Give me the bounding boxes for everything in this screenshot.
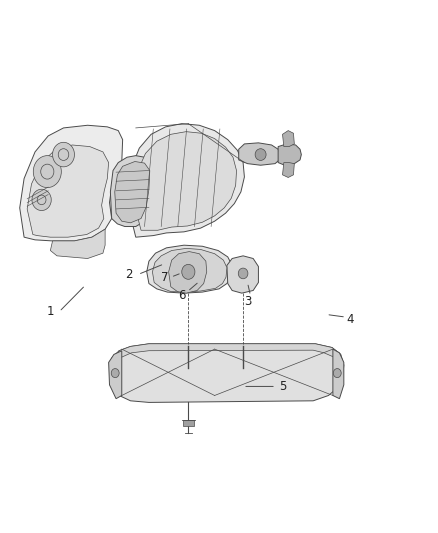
Polygon shape	[50, 229, 105, 259]
Ellipse shape	[58, 149, 69, 160]
Text: 2: 2	[125, 268, 133, 281]
Polygon shape	[169, 252, 207, 293]
Text: 6: 6	[178, 289, 186, 302]
Polygon shape	[333, 349, 344, 399]
Text: 3: 3	[244, 295, 251, 308]
Ellipse shape	[41, 164, 54, 179]
Polygon shape	[183, 420, 194, 426]
Polygon shape	[283, 163, 294, 177]
Polygon shape	[20, 125, 123, 241]
Ellipse shape	[37, 195, 46, 205]
Ellipse shape	[111, 369, 119, 377]
Polygon shape	[109, 351, 122, 399]
Polygon shape	[114, 344, 341, 362]
Polygon shape	[136, 132, 237, 230]
Polygon shape	[147, 245, 232, 293]
Text: 5: 5	[279, 380, 286, 393]
Polygon shape	[27, 145, 109, 237]
Polygon shape	[129, 124, 244, 237]
Polygon shape	[239, 143, 280, 165]
Text: 4: 4	[346, 313, 354, 326]
Ellipse shape	[33, 156, 61, 188]
Ellipse shape	[182, 264, 195, 279]
Polygon shape	[227, 256, 258, 293]
Ellipse shape	[238, 268, 248, 279]
Polygon shape	[110, 156, 154, 227]
Polygon shape	[283, 131, 294, 147]
Ellipse shape	[53, 142, 74, 167]
Ellipse shape	[333, 369, 341, 377]
Text: 7: 7	[160, 271, 168, 284]
Ellipse shape	[255, 149, 266, 160]
Text: 1: 1	[46, 305, 54, 318]
Ellipse shape	[32, 189, 51, 211]
Polygon shape	[110, 344, 344, 402]
Polygon shape	[115, 161, 150, 223]
Polygon shape	[278, 144, 301, 165]
Polygon shape	[152, 248, 227, 292]
